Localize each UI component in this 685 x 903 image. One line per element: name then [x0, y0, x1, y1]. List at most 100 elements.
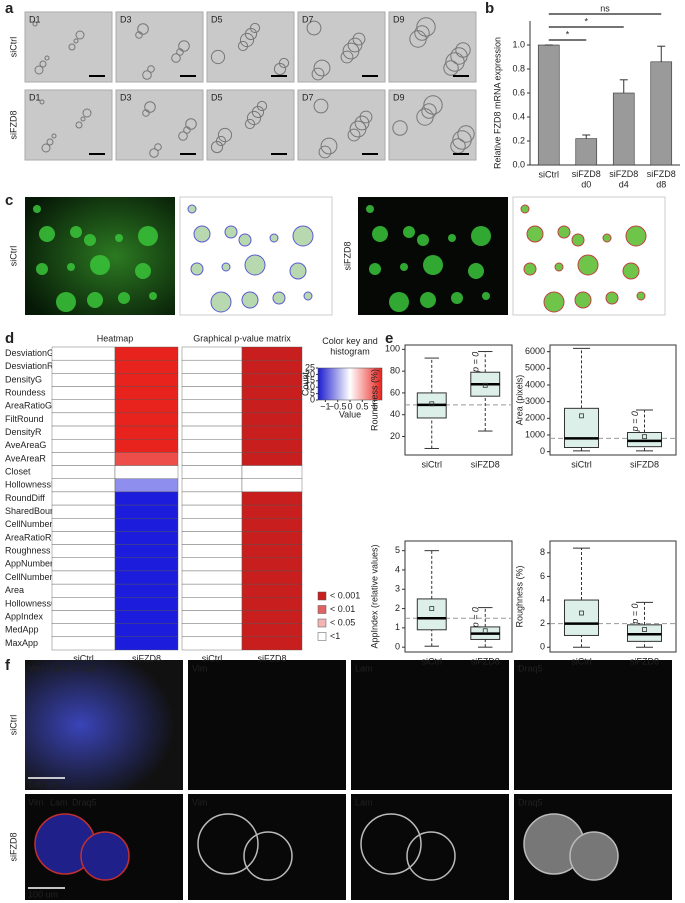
- matrix-cell: [241, 518, 303, 532]
- heatmap-cell: [114, 518, 179, 532]
- sphere: [360, 813, 422, 875]
- heatmap-cell: [114, 452, 179, 466]
- box: [563, 407, 600, 449]
- cell-blob: [87, 292, 103, 308]
- micrograph: [115, 11, 204, 83]
- cell-outline: [574, 291, 592, 309]
- matrix-cell: [181, 478, 243, 493]
- cell-blob: [210, 49, 226, 65]
- cell-blob: [178, 131, 188, 141]
- row-label: SharedBound: [5, 506, 60, 516]
- cell-blob: [80, 116, 86, 122]
- matrix-cell: [181, 518, 243, 532]
- heatmap-cell: [51, 452, 116, 466]
- scale-label: 100 um: [28, 779, 58, 789]
- bar: [650, 61, 673, 166]
- cell-outline: [602, 233, 612, 243]
- cell-blob: [251, 105, 265, 119]
- day-label: D9: [393, 14, 405, 24]
- cell-outline: [625, 225, 647, 247]
- x-tick-label: siCtrl: [539, 169, 560, 179]
- cell-blob: [340, 50, 354, 64]
- cell-outline: [557, 225, 571, 239]
- mean-marker: [482, 628, 488, 634]
- color-key-gradient: [317, 367, 383, 401]
- heatmap-cell: [51, 504, 116, 519]
- cell-blob: [347, 37, 363, 53]
- cell-blob: [359, 110, 373, 124]
- y-tick-label: 3: [395, 584, 400, 594]
- row-label: MaxApp: [5, 638, 38, 648]
- cell-blob: [423, 95, 443, 115]
- heatmap-cell: [51, 583, 116, 598]
- y-tick-label: 5: [395, 545, 400, 555]
- matrix-cell: [181, 399, 243, 414]
- y-tick-label: 2: [395, 603, 400, 613]
- cell-blob: [273, 62, 287, 76]
- cell-outline: [272, 291, 286, 305]
- legend-swatch: [317, 591, 327, 601]
- day-label: D5: [211, 92, 223, 102]
- channel-label: Draq5: [72, 663, 97, 673]
- y-tick-label: 0: [540, 446, 545, 456]
- legend-label: < 0.01: [330, 604, 355, 614]
- y-tick-label: 20: [390, 431, 400, 441]
- row-label: AppNumber: [5, 559, 53, 569]
- panel-letter: a: [5, 0, 14, 17]
- color-key-y-tick-label: 25: [305, 362, 315, 372]
- x-tick-label: siFZD8: [630, 656, 659, 666]
- cell-outline: [622, 262, 640, 280]
- cell-blob: [392, 120, 408, 136]
- sphere: [406, 831, 456, 881]
- cell-blob: [423, 255, 443, 275]
- color-key-y-label: Count: [300, 372, 310, 397]
- y-tick-label: 1000: [525, 429, 545, 439]
- day-label: D3: [120, 92, 132, 102]
- text-line: Color key and: [322, 336, 378, 346]
- cell-blob: [239, 32, 255, 48]
- cell-outline: [190, 262, 204, 276]
- matrix-cell: [241, 636, 303, 651]
- matrix-cell: [241, 412, 303, 427]
- heatmap-cell: [51, 425, 116, 440]
- heatmap-cell: [114, 583, 179, 598]
- cell-outline: [187, 204, 197, 214]
- heatmap-cell: [114, 425, 179, 440]
- y-tick-label: 0.2: [512, 135, 525, 145]
- legend-label: < 0.001: [330, 590, 360, 600]
- matrix-cell: [241, 439, 303, 453]
- row-label: AppIndex: [5, 611, 44, 621]
- cell-blob: [313, 98, 329, 114]
- micrograph: [115, 89, 204, 161]
- y-tick-label: 0.0: [512, 159, 525, 169]
- micrograph: [206, 89, 295, 161]
- cell-outline: [554, 262, 564, 272]
- column-label: siFZD8: [258, 653, 287, 663]
- cell-blob: [46, 138, 54, 146]
- row-label: siCtrl: [8, 715, 18, 736]
- y-tick-label: 0.6: [512, 87, 525, 97]
- x-tick-label: siCtrl: [422, 459, 443, 469]
- cell-outline: [605, 291, 619, 305]
- matrix-cell: [241, 373, 303, 387]
- p-value-label: p = 0: [630, 411, 640, 432]
- row-label: siCtrl: [8, 37, 18, 58]
- heatmap-cell: [51, 610, 116, 624]
- matrix-cell: [181, 504, 243, 519]
- matrix-cell: [241, 597, 303, 611]
- cell-blob: [144, 101, 156, 113]
- panel-letter: f: [5, 657, 11, 674]
- micrograph: [24, 89, 113, 161]
- cell-outline: [221, 262, 231, 272]
- text-line: siFZD8: [647, 169, 676, 179]
- channel-label: Lam: [355, 797, 373, 807]
- heatmap-cell: [51, 597, 116, 611]
- heatmap-cell: [51, 557, 116, 572]
- matrix-cell: [181, 465, 243, 479]
- micrograph: [188, 660, 346, 790]
- heatmap-cell: [114, 346, 179, 361]
- cell-blob: [39, 60, 47, 68]
- heatmap-cell: [114, 359, 179, 374]
- panel-letter: e: [385, 330, 393, 347]
- color-key-y-tick-label: 20: [305, 369, 315, 379]
